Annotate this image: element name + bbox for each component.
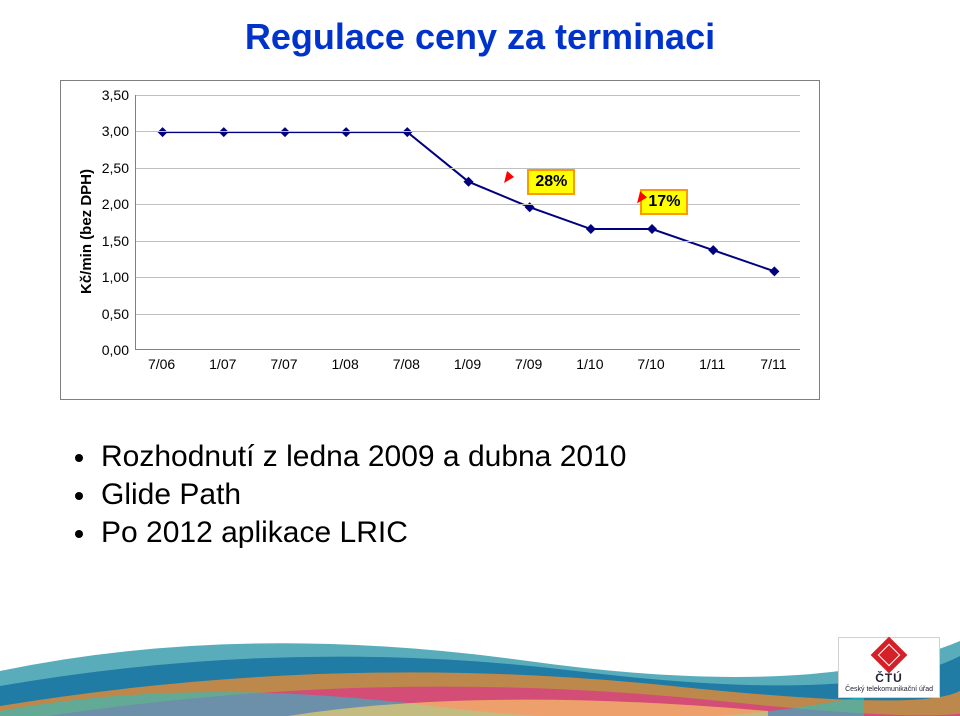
y-tick-label: 3,00 — [102, 123, 129, 139]
y-axis-label-text: Kč/min (bez DPH) — [78, 169, 95, 294]
ctu-logo-diamond — [871, 637, 908, 674]
bullet-item: Rozhodnutí z ledna 2009 a dubna 2010 — [75, 440, 626, 474]
y-tick-label: 1,50 — [102, 233, 129, 249]
bullet-dot-icon — [75, 492, 83, 500]
y-tick-label: 0,00 — [102, 342, 129, 358]
x-tick-label: 7/06 — [148, 356, 175, 372]
bullet-text: Rozhodnutí z ledna 2009 a dubna 2010 — [101, 440, 626, 474]
y-tick-label: 0,50 — [102, 306, 129, 322]
x-tick-label: 1/09 — [454, 356, 481, 372]
y-tick-label: 2,00 — [102, 196, 129, 212]
footer-graphic — [0, 616, 960, 716]
x-tick-label: 1/08 — [332, 356, 359, 372]
ctu-logo-subtext: Český telekomunikační úřad — [845, 686, 933, 693]
x-tick-label: 7/08 — [393, 356, 420, 372]
x-tick-label: 7/07 — [270, 356, 297, 372]
x-tick-label: 7/10 — [637, 356, 664, 372]
bullet-dot-icon — [75, 454, 83, 462]
x-tick-label: 7/09 — [515, 356, 542, 372]
page-title: Regulace ceny za terminaci — [0, 16, 960, 58]
title-text: Regulace ceny za terminaci — [245, 16, 715, 57]
x-tick-label: 1/07 — [209, 356, 236, 372]
y-axis-label: Kč/min (bez DPH) — [78, 169, 95, 294]
x-tick-label: 1/10 — [576, 356, 603, 372]
x-tick-label: 1/11 — [699, 356, 725, 372]
ctu-logo: ČTÚ Český telekomunikační úřad — [838, 637, 940, 698]
bullet-list: Rozhodnutí z ledna 2009 a dubna 2010 Glid… — [75, 440, 626, 554]
chart-callout-arrow — [135, 95, 800, 350]
y-tick-label: 2,50 — [102, 160, 129, 176]
y-tick-label: 3,50 — [102, 87, 129, 103]
bullet-item: Glide Path — [75, 478, 626, 512]
bullet-text: Po 2012 aplikace LRIC — [101, 516, 408, 550]
bullet-text: Glide Path — [101, 478, 241, 512]
y-tick-label: 1,00 — [102, 269, 129, 285]
bullet-item: Po 2012 aplikace LRIC — [75, 516, 626, 550]
x-tick-label: 7/11 — [760, 356, 786, 372]
bullet-dot-icon — [75, 530, 83, 538]
